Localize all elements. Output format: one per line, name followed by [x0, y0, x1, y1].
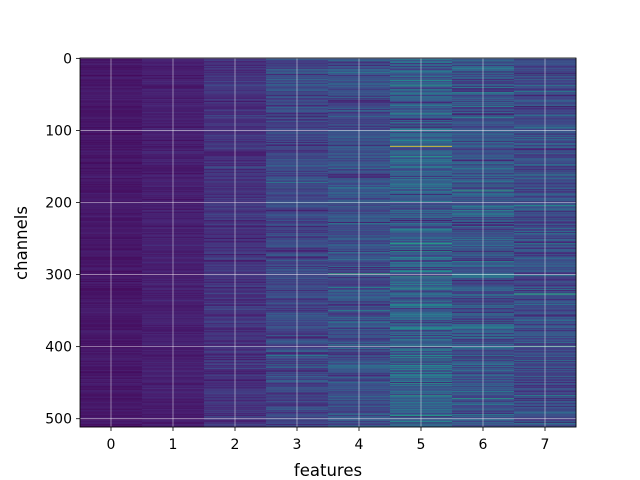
gridlines [80, 57, 576, 427]
y-tick-label: 400 [45, 340, 72, 356]
x-tick-label: 1 [169, 437, 178, 453]
plot-area [79, 57, 577, 428]
x-tick-label: 5 [417, 437, 426, 453]
x-tick-label: 3 [293, 437, 302, 453]
x-tick-label: 2 [231, 437, 240, 453]
x-axis-label: features [294, 461, 362, 480]
y-tick-label: 300 [45, 268, 72, 284]
heatmap-cells [80, 58, 577, 428]
x-tick-label: 6 [479, 437, 488, 453]
y-tick-label: 100 [45, 123, 72, 139]
x-tick-label: 7 [541, 437, 550, 453]
y-tick-label: 200 [45, 196, 72, 212]
y-axis: 0 100 200 300 400 500 [45, 51, 80, 428]
y-tick-label: 0 [63, 51, 72, 67]
plot-frame [79, 57, 577, 428]
x-tick-label: 0 [107, 437, 116, 453]
y-tick-label: 500 [45, 412, 72, 428]
y-axis-label: channels [12, 206, 31, 280]
x-tick-label: 4 [355, 437, 364, 453]
x-axis: 0 1 2 3 4 5 6 7 [107, 427, 550, 453]
